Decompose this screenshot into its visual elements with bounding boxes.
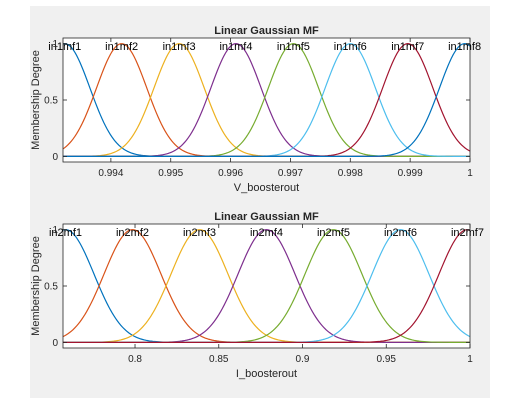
mf-label-in1mf2: in1mf2 <box>105 41 138 53</box>
mf-label-in1mf5: in1mf5 <box>277 41 310 53</box>
figure-window: in1mf1 in1mf2 in1mf3 in1mf4 in1mf5 in1mf6 in1m… <box>30 6 490 398</box>
plot-title: Linear Gaussian MF <box>214 25 319 37</box>
y-axis-label: Membership Degree <box>30 236 42 336</box>
plot-title: Linear Gaussian MF <box>214 211 319 223</box>
mf-label-in1mf4: in1mf4 <box>219 41 252 53</box>
x-tick-label: 0.995 <box>158 168 183 179</box>
y-tick-label: 0.5 <box>44 96 58 107</box>
x-axis-label: V_boosterout <box>234 182 299 194</box>
x-tick-label: 0.997 <box>278 168 303 179</box>
x-tick-label: 0.95 <box>377 354 397 365</box>
x-tick-label: 0.994 <box>98 168 123 179</box>
x-axis-label: I_boosterout <box>236 368 297 380</box>
mf-label-in1mf8: in1mf8 <box>448 41 481 53</box>
series-line-in2mf7 <box>63 229 471 343</box>
mf-label-in2mf2: in2mf2 <box>116 227 149 239</box>
mf-label-in1mf1: in1mf1 <box>48 41 81 53</box>
mf-label-in2mf6: in2mf6 <box>384 227 417 239</box>
x-tick-label: 0.9 <box>296 354 310 365</box>
mf-label-in1mf3: in1mf3 <box>163 41 196 53</box>
mf-label-in2mf3: in2mf3 <box>183 227 216 239</box>
x-tick-label: 1 <box>467 168 473 179</box>
figure-canvas: in1mf1 in1mf2 in1mf3 in1mf4 in1mf5 in1mf6 in1m… <box>30 25 484 380</box>
mf-label-in2mf7: in2mf7 <box>451 227 484 239</box>
x-tick-label: 0.996 <box>218 168 243 179</box>
y-tick-label: 1 <box>52 225 58 236</box>
y-axis-label: Membership Degree <box>30 50 42 150</box>
x-tick-label: 0.8 <box>128 354 142 365</box>
y-tick-label: 0 <box>52 152 58 163</box>
x-tick-label: 1 <box>467 354 473 365</box>
x-tick-label: 0.998 <box>338 168 363 179</box>
series-line-in1mf8 <box>63 43 471 157</box>
plot-1: in1mf1 in1mf2 in1mf3 in1mf4 in1mf5 in1mf6 in1m… <box>30 25 481 194</box>
plot-area <box>63 224 470 348</box>
mf-label-in1mf6: in1mf6 <box>334 41 367 53</box>
mf-label-in2mf5: in2mf5 <box>317 227 350 239</box>
x-tick-label: 0.999 <box>398 168 423 179</box>
y-tick-label: 1 <box>52 39 58 50</box>
plot-area <box>63 38 470 162</box>
y-tick-label: 0.5 <box>44 282 58 293</box>
mf-label-in2mf1: in2mf1 <box>49 227 82 239</box>
plot-2: in2mf1 in2mf2 in2mf3 in2mf4 in2mf5 in2mf6 in2m… <box>30 211 484 380</box>
y-tick-label: 0 <box>52 338 58 349</box>
mf-label-in1mf7: in1mf7 <box>391 41 424 53</box>
x-tick-label: 0.85 <box>209 354 229 365</box>
mf-label-in2mf4: in2mf4 <box>250 227 283 239</box>
